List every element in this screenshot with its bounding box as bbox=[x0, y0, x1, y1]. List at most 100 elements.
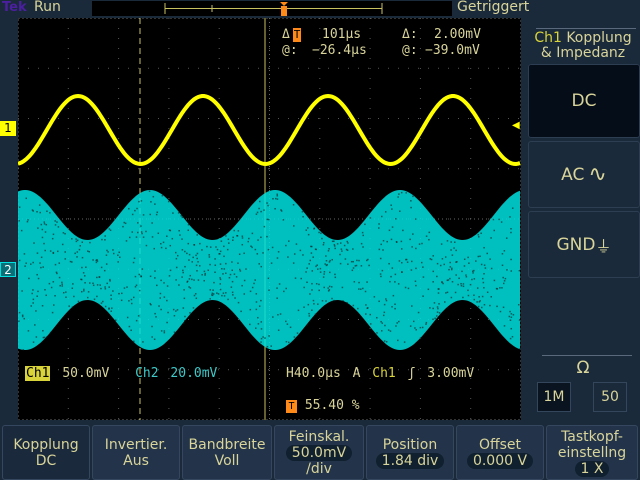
noise-dot bbox=[138, 315, 140, 317]
noise-dot bbox=[412, 233, 414, 235]
waveform-display[interactable] bbox=[18, 18, 521, 420]
trigger-level-marker[interactable]: ◀ bbox=[512, 120, 520, 131]
noise-dot bbox=[196, 258, 198, 260]
noise-dot bbox=[390, 204, 392, 206]
noise-dot bbox=[460, 283, 462, 285]
noise-dot bbox=[170, 245, 172, 247]
bottom-fine-scale-button[interactable]: Feinskal. 50.0mV/div bbox=[274, 425, 364, 480]
noise-dot bbox=[113, 253, 115, 255]
noise-dot bbox=[89, 242, 91, 244]
noise-dot bbox=[391, 239, 393, 241]
noise-dot bbox=[143, 236, 145, 238]
noise-dot bbox=[394, 308, 396, 310]
noise-dot bbox=[150, 304, 152, 306]
noise-dot bbox=[467, 257, 469, 259]
noise-dot bbox=[128, 208, 130, 210]
noise-dot bbox=[384, 340, 386, 342]
bottom-position-button[interactable]: Position 1.84 div bbox=[366, 425, 454, 480]
noise-dot bbox=[320, 271, 322, 273]
noise-dot bbox=[126, 240, 128, 242]
noise-dot bbox=[133, 262, 135, 264]
noise-dot bbox=[44, 223, 46, 225]
noise-dot bbox=[431, 259, 433, 261]
noise-dot bbox=[156, 285, 158, 287]
noise-dot bbox=[384, 325, 386, 327]
noise-dot bbox=[134, 210, 136, 212]
ch2-ground-marker[interactable]: 2 bbox=[0, 262, 16, 277]
bottom-kopplung-button[interactable]: Kopplung DC bbox=[2, 425, 90, 480]
bottom-invert-button[interactable]: Invertier. Aus bbox=[92, 425, 180, 480]
noise-dot bbox=[268, 335, 270, 337]
noise-dot bbox=[196, 270, 198, 272]
noise-dot bbox=[227, 299, 229, 301]
noise-dot bbox=[436, 276, 438, 278]
noise-dot bbox=[398, 193, 400, 195]
noise-dot bbox=[170, 230, 172, 232]
noise-dot bbox=[64, 251, 66, 253]
noise-dot bbox=[401, 271, 403, 273]
noise-dot bbox=[451, 269, 453, 271]
noise-dot bbox=[58, 226, 60, 228]
noise-dot bbox=[89, 251, 91, 253]
noise-dot bbox=[73, 296, 75, 298]
noise-dot bbox=[453, 247, 455, 249]
noise-dot bbox=[250, 309, 252, 311]
noise-dot bbox=[259, 305, 261, 307]
noise-dot bbox=[432, 319, 434, 321]
noise-dot bbox=[130, 330, 132, 332]
side-option-ac[interactable]: AC ∿ bbox=[528, 141, 640, 208]
noise-dot bbox=[174, 315, 176, 317]
noise-dot bbox=[214, 258, 216, 260]
noise-dot bbox=[172, 238, 174, 240]
noise-dot bbox=[234, 273, 236, 275]
noise-dot bbox=[244, 280, 246, 282]
noise-dot bbox=[121, 293, 123, 295]
bottom-offset-button[interactable]: Offset 0.000 V bbox=[456, 425, 544, 480]
side-option-gnd[interactable]: GND ⏚ bbox=[528, 211, 640, 278]
noise-dot bbox=[271, 262, 273, 264]
noise-dot bbox=[383, 240, 385, 242]
noise-dot bbox=[182, 270, 184, 272]
noise-dot bbox=[256, 213, 258, 215]
noise-dot bbox=[247, 241, 249, 243]
side-option-dc[interactable]: DC bbox=[528, 64, 640, 138]
noise-dot bbox=[129, 237, 131, 239]
noise-dot bbox=[268, 289, 270, 291]
ch2-label[interactable]: Ch2 bbox=[135, 366, 158, 381]
noise-dot bbox=[278, 251, 280, 253]
timebase-readout: H40.0µs A Ch1 ʃ 3.00mV bbox=[286, 366, 474, 381]
noise-dot bbox=[220, 263, 222, 265]
noise-dot bbox=[294, 253, 296, 255]
noise-dot bbox=[24, 253, 26, 255]
noise-dot bbox=[197, 261, 199, 263]
noise-dot bbox=[320, 233, 322, 235]
noise-dot bbox=[473, 294, 475, 296]
noise-dot bbox=[53, 281, 55, 283]
noise-dot bbox=[125, 223, 127, 225]
noise-dot bbox=[108, 308, 110, 310]
noise-dot bbox=[313, 300, 315, 302]
noise-dot bbox=[21, 290, 23, 292]
noise-dot bbox=[31, 305, 33, 307]
noise-dot bbox=[74, 253, 76, 255]
noise-dot bbox=[500, 311, 502, 313]
noise-dot bbox=[36, 336, 38, 338]
noise-dot bbox=[154, 270, 156, 272]
ch1-label[interactable]: Ch1 bbox=[25, 366, 50, 381]
bottom-probe-setup-button[interactable]: Tastkopf-einstellng 1 X bbox=[546, 425, 638, 480]
noise-dot bbox=[167, 312, 169, 314]
noise-dot bbox=[154, 277, 156, 279]
impedance-1m-button[interactable]: 1M bbox=[537, 382, 571, 412]
impedance-50-button[interactable]: 50 bbox=[593, 382, 627, 412]
noise-dot bbox=[153, 196, 155, 198]
noise-dot bbox=[236, 235, 238, 237]
graticule-and-waveforms bbox=[18, 18, 521, 420]
ch1-ground-marker[interactable]: 1 bbox=[0, 121, 16, 136]
noise-dot bbox=[293, 262, 295, 264]
noise-dot bbox=[257, 317, 259, 319]
bottom-bandwidth-button[interactable]: Bandbreite Voll bbox=[182, 425, 272, 480]
noise-dot bbox=[276, 194, 278, 196]
noise-dot bbox=[385, 298, 387, 300]
noise-dot bbox=[109, 228, 111, 230]
noise-dot bbox=[231, 270, 233, 272]
